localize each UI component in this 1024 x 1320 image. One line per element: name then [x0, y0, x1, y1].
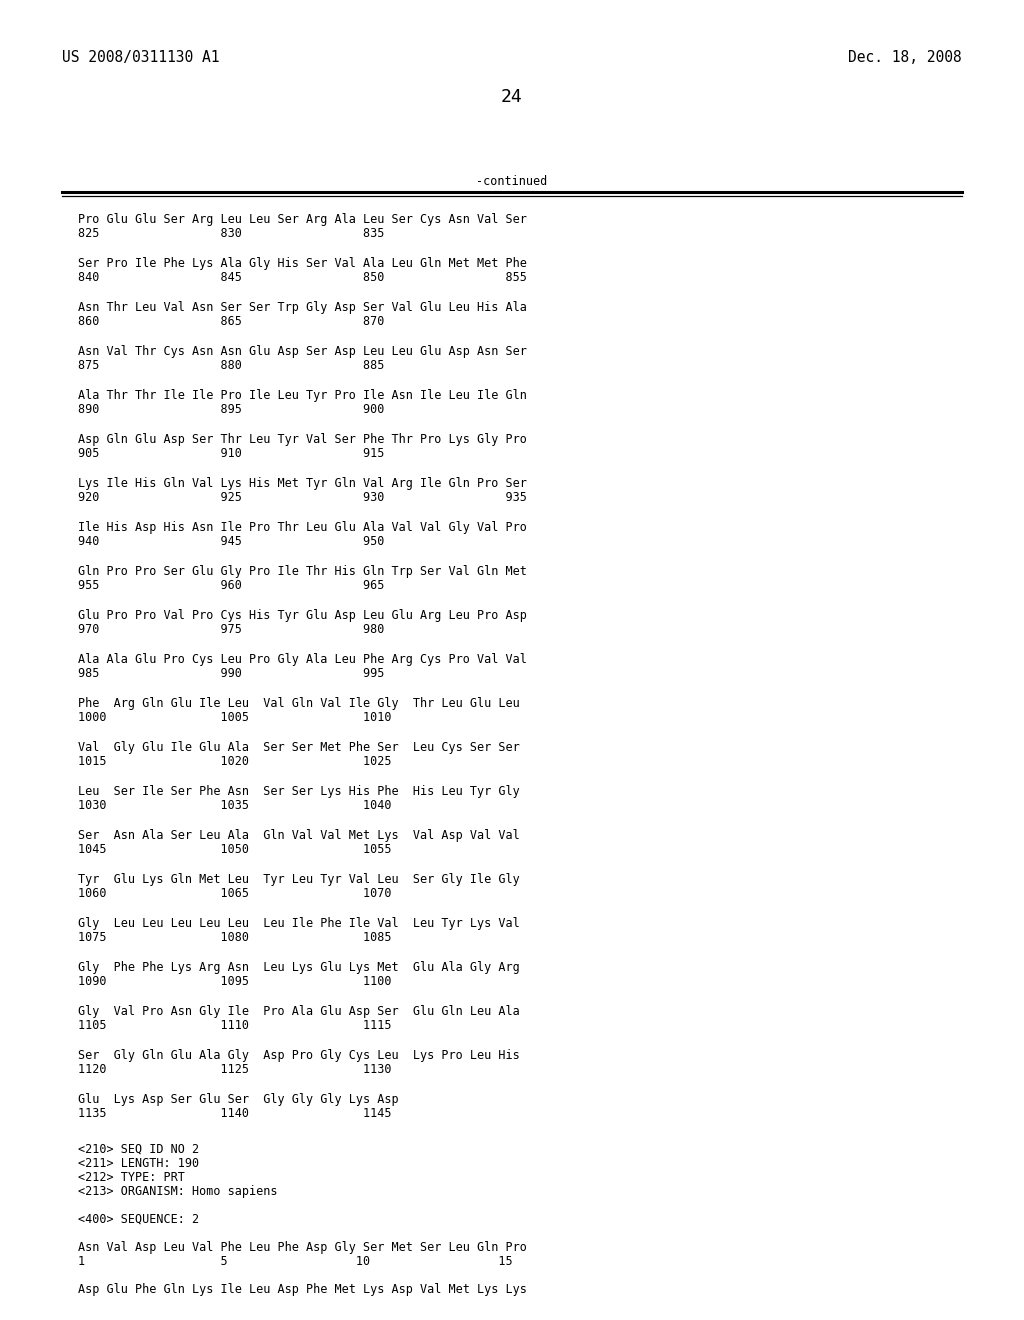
Text: Glu Pro Pro Val Pro Cys His Tyr Glu Asp Leu Glu Arg Leu Pro Asp: Glu Pro Pro Val Pro Cys His Tyr Glu Asp …: [78, 609, 527, 622]
Text: Val  Gly Glu Ile Glu Ala  Ser Ser Met Phe Ser  Leu Cys Ser Ser: Val Gly Glu Ile Glu Ala Ser Ser Met Phe …: [78, 741, 520, 754]
Text: -continued: -continued: [476, 176, 548, 187]
Text: Gly  Phe Phe Lys Arg Asn  Leu Lys Glu Lys Met  Glu Ala Gly Arg: Gly Phe Phe Lys Arg Asn Leu Lys Glu Lys …: [78, 961, 520, 974]
Text: 985                 990                 995: 985 990 995: [78, 667, 384, 680]
Text: Ser  Gly Gln Glu Ala Gly  Asp Pro Gly Cys Leu  Lys Pro Leu His: Ser Gly Gln Glu Ala Gly Asp Pro Gly Cys …: [78, 1049, 520, 1063]
Text: 825                 830                 835: 825 830 835: [78, 227, 384, 240]
Text: 1075                1080                1085: 1075 1080 1085: [78, 931, 391, 944]
Text: 1090                1095                1100: 1090 1095 1100: [78, 975, 391, 987]
Text: Asn Thr Leu Val Asn Ser Ser Trp Gly Asp Ser Val Glu Leu His Ala: Asn Thr Leu Val Asn Ser Ser Trp Gly Asp …: [78, 301, 527, 314]
Text: Asn Val Asp Leu Val Phe Leu Phe Asp Gly Ser Met Ser Leu Gln Pro: Asn Val Asp Leu Val Phe Leu Phe Asp Gly …: [78, 1241, 527, 1254]
Text: Gly  Leu Leu Leu Leu Leu  Leu Ile Phe Ile Val  Leu Tyr Lys Val: Gly Leu Leu Leu Leu Leu Leu Ile Phe Ile …: [78, 917, 520, 931]
Text: 905                 910                 915: 905 910 915: [78, 447, 384, 459]
Text: 955                 960                 965: 955 960 965: [78, 579, 384, 591]
Text: Asp Gln Glu Asp Ser Thr Leu Tyr Val Ser Phe Thr Pro Lys Gly Pro: Asp Gln Glu Asp Ser Thr Leu Tyr Val Ser …: [78, 433, 527, 446]
Text: 24: 24: [501, 88, 523, 106]
Text: Tyr  Glu Lys Gln Met Leu  Tyr Leu Tyr Val Leu  Ser Gly Ile Gly: Tyr Glu Lys Gln Met Leu Tyr Leu Tyr Val …: [78, 873, 520, 886]
Text: 1105                1110                1115: 1105 1110 1115: [78, 1019, 391, 1032]
Text: Ala Thr Thr Ile Ile Pro Ile Leu Tyr Pro Ile Asn Ile Leu Ile Gln: Ala Thr Thr Ile Ile Pro Ile Leu Tyr Pro …: [78, 389, 527, 403]
Text: 1045                1050                1055: 1045 1050 1055: [78, 843, 391, 855]
Text: 970                 975                 980: 970 975 980: [78, 623, 384, 636]
Text: 1060                1065                1070: 1060 1065 1070: [78, 887, 391, 900]
Text: 1030                1035                1040: 1030 1035 1040: [78, 799, 391, 812]
Text: 860                 865                 870: 860 865 870: [78, 315, 384, 327]
Text: 840                 845                 850                 855: 840 845 850 855: [78, 271, 527, 284]
Text: Pro Glu Glu Ser Arg Leu Leu Ser Arg Ala Leu Ser Cys Asn Val Ser: Pro Glu Glu Ser Arg Leu Leu Ser Arg Ala …: [78, 213, 527, 226]
Text: <212> TYPE: PRT: <212> TYPE: PRT: [78, 1171, 185, 1184]
Text: Asn Val Thr Cys Asn Asn Glu Asp Ser Asp Leu Leu Glu Asp Asn Ser: Asn Val Thr Cys Asn Asn Glu Asp Ser Asp …: [78, 345, 527, 358]
Text: 1015                1020                1025: 1015 1020 1025: [78, 755, 391, 768]
Text: <211> LENGTH: 190: <211> LENGTH: 190: [78, 1158, 199, 1170]
Text: Phe  Arg Gln Glu Ile Leu  Val Gln Val Ile Gly  Thr Leu Glu Leu: Phe Arg Gln Glu Ile Leu Val Gln Val Ile …: [78, 697, 520, 710]
Text: 920                 925                 930                 935: 920 925 930 935: [78, 491, 527, 504]
Text: Leu  Ser Ile Ser Phe Asn  Ser Ser Lys His Phe  His Leu Tyr Gly: Leu Ser Ile Ser Phe Asn Ser Ser Lys His …: [78, 785, 520, 799]
Text: 890                 895                 900: 890 895 900: [78, 403, 384, 416]
Text: <210> SEQ ID NO 2: <210> SEQ ID NO 2: [78, 1143, 199, 1156]
Text: 940                 945                 950: 940 945 950: [78, 535, 384, 548]
Text: <213> ORGANISM: Homo sapiens: <213> ORGANISM: Homo sapiens: [78, 1185, 278, 1199]
Text: <400> SEQUENCE: 2: <400> SEQUENCE: 2: [78, 1213, 199, 1226]
Text: Glu  Lys Asp Ser Glu Ser  Gly Gly Gly Lys Asp: Glu Lys Asp Ser Glu Ser Gly Gly Gly Lys …: [78, 1093, 398, 1106]
Text: Ile His Asp His Asn Ile Pro Thr Leu Glu Ala Val Val Gly Val Pro: Ile His Asp His Asn Ile Pro Thr Leu Glu …: [78, 521, 527, 535]
Text: 1                   5                  10                  15: 1 5 10 15: [78, 1255, 513, 1269]
Text: Ala Ala Glu Pro Cys Leu Pro Gly Ala Leu Phe Arg Cys Pro Val Val: Ala Ala Glu Pro Cys Leu Pro Gly Ala Leu …: [78, 653, 527, 667]
Text: Dec. 18, 2008: Dec. 18, 2008: [848, 50, 962, 65]
Text: Gly  Val Pro Asn Gly Ile  Pro Ala Glu Asp Ser  Glu Gln Leu Ala: Gly Val Pro Asn Gly Ile Pro Ala Glu Asp …: [78, 1005, 520, 1018]
Text: 1000                1005                1010: 1000 1005 1010: [78, 711, 391, 723]
Text: US 2008/0311130 A1: US 2008/0311130 A1: [62, 50, 219, 65]
Text: Gln Pro Pro Ser Glu Gly Pro Ile Thr His Gln Trp Ser Val Gln Met: Gln Pro Pro Ser Glu Gly Pro Ile Thr His …: [78, 565, 527, 578]
Text: Ser  Asn Ala Ser Leu Ala  Gln Val Val Met Lys  Val Asp Val Val: Ser Asn Ala Ser Leu Ala Gln Val Val Met …: [78, 829, 520, 842]
Text: 875                 880                 885: 875 880 885: [78, 359, 384, 372]
Text: 1120                1125                1130: 1120 1125 1130: [78, 1063, 391, 1076]
Text: Asp Glu Phe Gln Lys Ile Leu Asp Phe Met Lys Asp Val Met Lys Lys: Asp Glu Phe Gln Lys Ile Leu Asp Phe Met …: [78, 1283, 527, 1296]
Text: Ser Pro Ile Phe Lys Ala Gly His Ser Val Ala Leu Gln Met Met Phe: Ser Pro Ile Phe Lys Ala Gly His Ser Val …: [78, 257, 527, 271]
Text: Lys Ile His Gln Val Lys His Met Tyr Gln Val Arg Ile Gln Pro Ser: Lys Ile His Gln Val Lys His Met Tyr Gln …: [78, 477, 527, 490]
Text: 1135                1140                1145: 1135 1140 1145: [78, 1107, 391, 1119]
